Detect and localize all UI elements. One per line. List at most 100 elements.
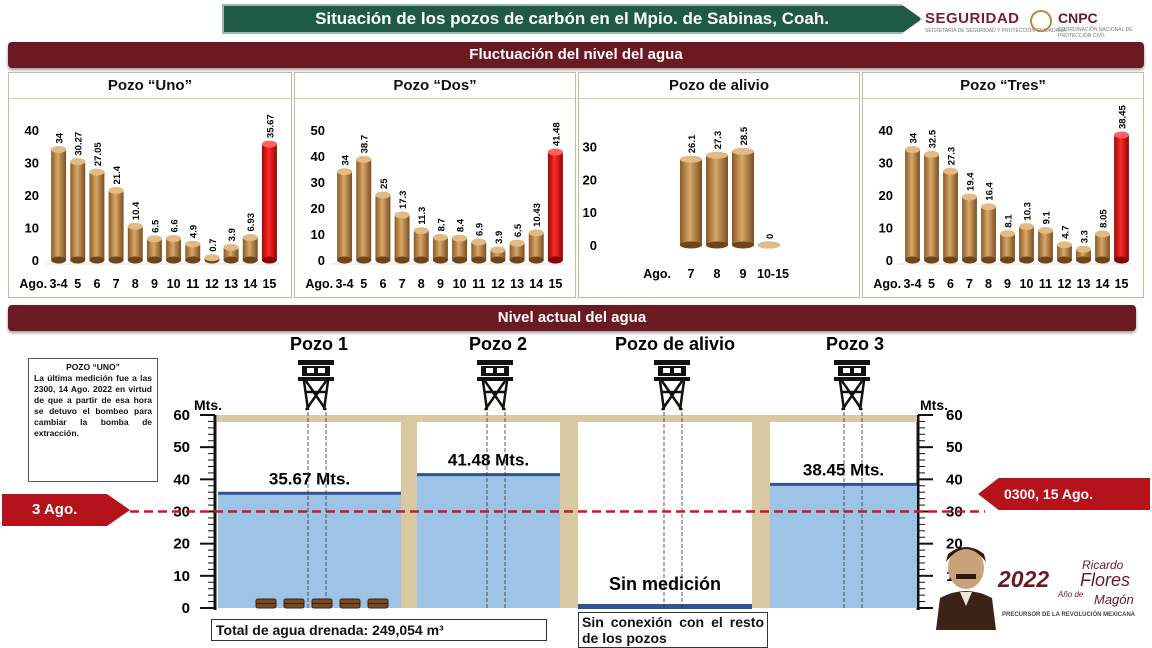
bar-base (223, 256, 239, 264)
bar-top (471, 238, 487, 246)
chart-title-pozo-uno: Pozo “Uno” (9, 73, 291, 99)
x-tick-label: 14 (529, 277, 543, 291)
y-tick-label: 50 (311, 123, 325, 138)
left-axis-unit: Mts. (194, 397, 222, 413)
bar-value-label: 32.5 (928, 129, 939, 148)
bar-top (70, 158, 86, 166)
bar-base (981, 256, 996, 264)
tower-window-icon (843, 368, 850, 373)
x-tick-label: 12 (491, 277, 505, 291)
water-fill (218, 493, 401, 608)
ground-strip (217, 415, 917, 422)
x-tick-label: 3-4 (336, 277, 354, 291)
bar-chart-pozo-tres: 0 10 20 30 40 34 3-4 32.5 5 27.3 6 19.4 7 16.4 8 8.1 9 10… (873, 105, 1131, 291)
tower-legs-icon (481, 380, 509, 411)
bar-top (89, 168, 105, 176)
chart-title-pozo-alivio: Pozo de alivio (579, 73, 859, 99)
no-measurement-label: Sin medición (609, 574, 721, 594)
bar (223, 247, 239, 260)
year-logo: 2022 (998, 566, 1050, 592)
bar-value-label: 27.05 (93, 142, 104, 166)
drained-label: Total de agua drenada: (216, 622, 369, 638)
bar-top (924, 150, 939, 158)
bar-top (375, 191, 391, 199)
bar-base (356, 256, 372, 264)
bar (375, 195, 391, 260)
bar-value-label: 16.4 (985, 181, 996, 200)
right-axis-tick-label: 50 (946, 439, 963, 456)
bar (547, 152, 563, 260)
bar-base (261, 256, 277, 264)
barrel-icon (255, 598, 277, 609)
name-logo-last: Magón (1094, 592, 1134, 607)
bar-top (146, 235, 162, 243)
bar-base (432, 256, 448, 264)
page-title: Situación de los pozos de carbón en el M… (222, 4, 922, 34)
left-axis-tick-label: 60 (173, 407, 190, 424)
tower-window-icon (307, 368, 314, 373)
tower-window-icon (663, 368, 670, 373)
bar-base (1038, 256, 1053, 264)
tower-roof-icon (298, 360, 334, 365)
section-title-current-level: Nivel actual del agua (8, 305, 1136, 331)
bar (471, 242, 487, 260)
y-tick-label: 0 (886, 253, 893, 268)
bar-base (962, 256, 977, 264)
right-axis-tick-label: 30 (946, 504, 963, 521)
bar-value-label: 34 (55, 132, 66, 143)
x-tick-label: 6 (93, 277, 100, 291)
barrel-icon (311, 598, 333, 609)
y-tick-label: 0 (32, 253, 39, 268)
bar-top (706, 151, 728, 159)
x-tick-label: 3-4 (903, 277, 921, 291)
right-axis-tick-label: 60 (946, 407, 963, 424)
reference-arrow-right: 0300, 15 Ago. (978, 478, 1150, 510)
name-logo-first: Ricardo (1082, 558, 1124, 572)
y-tick-label: 0 (590, 238, 597, 253)
tower-window-icon (854, 368, 861, 373)
bar (452, 238, 468, 260)
cnpc-emblem-icon (1030, 10, 1052, 32)
bar-top (413, 227, 429, 235)
tower-cab-icon (658, 366, 686, 376)
shaft-separator (752, 415, 770, 608)
bar-value-label: 34 (341, 154, 352, 165)
x-tick-label: 8 (714, 267, 721, 281)
shaft-separator (401, 415, 417, 608)
portrait-icon (936, 547, 996, 630)
bar-chart-pozo-alivio: 0 10 20 30 26.1 7 27.3 8 28.5 9 0 10-15 Ago. (583, 126, 789, 281)
bar-base (490, 256, 506, 264)
tower-legs-icon (302, 380, 330, 411)
cnpc-logo-subtitle: COORDINACIÓN NACIONAL DE PROTECCIÓN CIVI… (1058, 27, 1133, 39)
bar-chart-pozo-dos: 0 10 20 30 40 50 34 3-4 38.7 5 25 6 17.3 7 11.3 8 8.7 9 8.… (305, 122, 565, 291)
y-tick-label: 20 (583, 172, 597, 187)
bar-value-label: 28.5 (739, 126, 750, 145)
y-tick-label: 20 (879, 188, 893, 203)
tower-legs-icon (838, 380, 866, 411)
bar-base (1095, 256, 1110, 264)
x-tick-label: 6 (947, 277, 954, 291)
x-tick-label: 8 (418, 277, 425, 291)
bar-top (962, 193, 977, 201)
section-title-fluctuation: Fluctuación del nivel del agua (8, 42, 1144, 68)
x-axis-prefix: Ago. (19, 277, 47, 291)
bar (146, 238, 162, 260)
y-tick-label: 0 (318, 253, 325, 268)
bar-value-label: 6.5 (150, 219, 161, 233)
bar (1019, 226, 1034, 260)
tower-deck-icon (477, 377, 513, 381)
bar-top (356, 155, 372, 163)
bar-value-label: 41.48 (551, 122, 562, 146)
bar-value-label: 26.1 (687, 134, 698, 153)
bar-top (185, 240, 201, 248)
bar (51, 149, 67, 260)
tower-window-icon (674, 368, 681, 373)
water-level-label: 38.45 Mts. (803, 460, 884, 479)
bar-value-label: 8.05 (1099, 209, 1110, 228)
bar-value-label: 34 (909, 132, 920, 143)
bar (1057, 244, 1072, 260)
bar-base (394, 256, 410, 264)
cnpc-logo: CNPC (1058, 10, 1098, 26)
bar-top (981, 203, 996, 211)
x-tick-label: 10 (453, 277, 467, 291)
